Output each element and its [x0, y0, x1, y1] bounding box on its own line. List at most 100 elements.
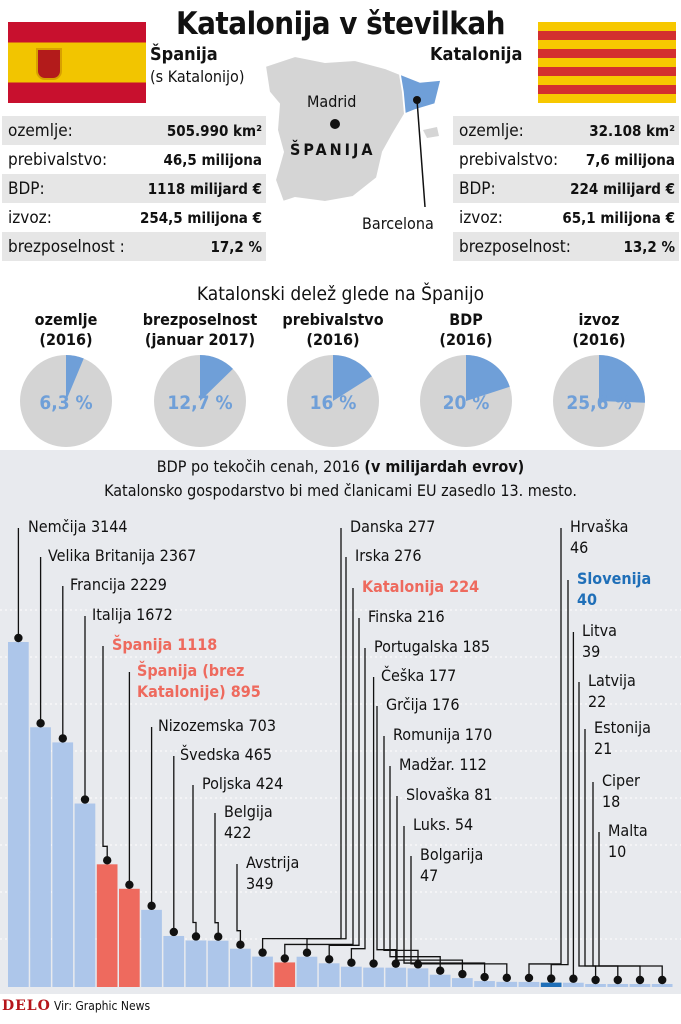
leader-dot: [658, 975, 667, 985]
bar-label: Nizozemska 703: [158, 716, 276, 735]
bar: [207, 940, 229, 987]
bar-label: Velika Britanija 2367: [48, 546, 197, 565]
barcelona-marker: [413, 96, 421, 104]
leader-line: [396, 796, 464, 975]
catalonia-stat-row: ozemlje: 32.108 km²: [453, 116, 679, 145]
bar: [385, 967, 407, 987]
pie-label-year: (2016): [439, 330, 493, 349]
barcelona-label: Barcelona: [362, 214, 434, 233]
leader-dot: [214, 932, 223, 941]
bar-label: Malta 10: [608, 821, 648, 861]
bar: [74, 803, 96, 987]
bar-label: Francija 2229: [70, 575, 167, 594]
pie-chart: brezposelnost (januar 2017) 12,7 %: [140, 310, 260, 447]
bar: [651, 984, 673, 987]
leader-dot: [635, 975, 645, 985]
bar-label: Luks. 54: [413, 815, 474, 834]
bar: [274, 962, 296, 987]
pie-slice: [66, 355, 84, 401]
bar-label: Švedska 465: [180, 745, 273, 764]
stat-label: ozemlje:: [459, 120, 524, 141]
bar: [452, 978, 473, 987]
leader-dot: [191, 932, 201, 941]
source-note: Vir: Graphic News: [54, 999, 151, 1013]
page-title: Katalonija v številkah: [175, 6, 506, 42]
leader-dot: [391, 959, 400, 968]
pie-chart: prebivalstvo (2016) 16 %: [273, 310, 393, 447]
stat-value: 65,1 milijona €: [562, 208, 675, 227]
leader-line: [528, 528, 562, 978]
catalonia-name: Katalonija: [430, 44, 523, 65]
leader-dot: [325, 955, 334, 964]
stat-label: izvoz:: [8, 207, 52, 228]
spain-stat-row: BDP: 1118 milijard €: [2, 174, 266, 203]
bar-label: Madžar. 112: [399, 755, 487, 774]
bar-label: Slovaška 81: [406, 785, 493, 804]
bar: [185, 940, 207, 987]
leader-line: [328, 618, 360, 960]
leader-line: [192, 785, 197, 937]
leader-dot: [436, 966, 445, 975]
leader-dot: [591, 975, 600, 985]
share-title: Katalonski delež glede na Španijo: [196, 283, 485, 305]
leader-dot: [103, 856, 112, 865]
bar-label: Italija 1672: [92, 605, 173, 624]
pie-label: prebivalstvo (2016): [273, 310, 393, 352]
pie-value: 6,3 %: [39, 392, 93, 414]
pie-label-year: (2016): [572, 330, 626, 349]
spain-stat-row: izvoz: 254,5 milijona €: [2, 203, 266, 232]
spain-stats-table: ozemlje: 505.990 km² prebivalstvo: 46,5 mil…: [2, 116, 266, 261]
stat-label: BDP:: [459, 178, 496, 199]
bar: [8, 642, 29, 987]
leader-dot: [502, 973, 511, 983]
bar-label: Portugalska 185: [374, 637, 490, 656]
leader-line: [598, 832, 663, 980]
pie-label-year: (2016): [306, 330, 360, 349]
stat-label: prebivalstvo:: [8, 149, 108, 170]
pie-label-name: ozemlje: [34, 310, 98, 329]
gdp-chart-title-unit: (v milijardah evrov): [364, 457, 525, 476]
bar-label: Irska 276: [355, 546, 422, 565]
pie-graphic: [154, 355, 246, 447]
madrid-marker: [330, 119, 340, 129]
bar: [607, 984, 629, 987]
bar-label: Slovenija 40: [577, 569, 652, 609]
spain-stat-row: ozemlje: 505.990 km²: [2, 116, 266, 145]
bar-label: Grčija 176: [386, 695, 460, 714]
stat-label: ozemlje:: [8, 120, 73, 141]
bar-label: Belgija 422: [224, 802, 273, 842]
leader-dot: [280, 954, 289, 963]
leader-dot: [258, 948, 267, 957]
gdp-bar-chart: [0, 528, 681, 987]
pie-slice: [200, 355, 233, 401]
bar-label: Ciper 18: [602, 771, 640, 811]
spain-map-label: ŠPANIJA: [290, 140, 376, 159]
catalonia-stat-row: prebivalstvo: 7,6 milijona: [453, 145, 679, 174]
leader-dot: [347, 958, 356, 967]
leader-dot: [236, 940, 245, 949]
leader-line: [284, 588, 354, 959]
pie-label: izvoz (2016): [539, 310, 659, 352]
bar: [252, 956, 273, 987]
gdp-chart-subtitle: Katalonsko gospodarstvo bi med članicami…: [104, 481, 577, 500]
bar-label: Litva 39: [582, 621, 617, 661]
bar: [496, 981, 518, 987]
pie-value: 12,7 %: [167, 392, 233, 414]
bar: [474, 981, 495, 987]
bar-label: Španija 1118: [112, 635, 218, 654]
gdp-chart-title-text: BDP po tekočih cenah, 2016: [156, 457, 360, 476]
leader-dot: [569, 974, 578, 983]
bar: [363, 967, 384, 987]
bar: [540, 982, 562, 987]
bar: [407, 968, 429, 987]
spain-name: Španija: [150, 44, 218, 65]
pie-value: 16 %: [309, 392, 357, 414]
stat-value: 224 milijard €: [570, 179, 675, 198]
pie-label-name: prebivalstvo: [282, 310, 384, 329]
bar: [230, 948, 251, 987]
catalonia-shape: [399, 72, 442, 116]
bar-label: Avstrija 349: [246, 853, 300, 893]
bar-label: Latvija 22: [588, 671, 636, 711]
pie-graphic: [553, 355, 646, 447]
bar-label: Češka 177: [381, 666, 457, 685]
